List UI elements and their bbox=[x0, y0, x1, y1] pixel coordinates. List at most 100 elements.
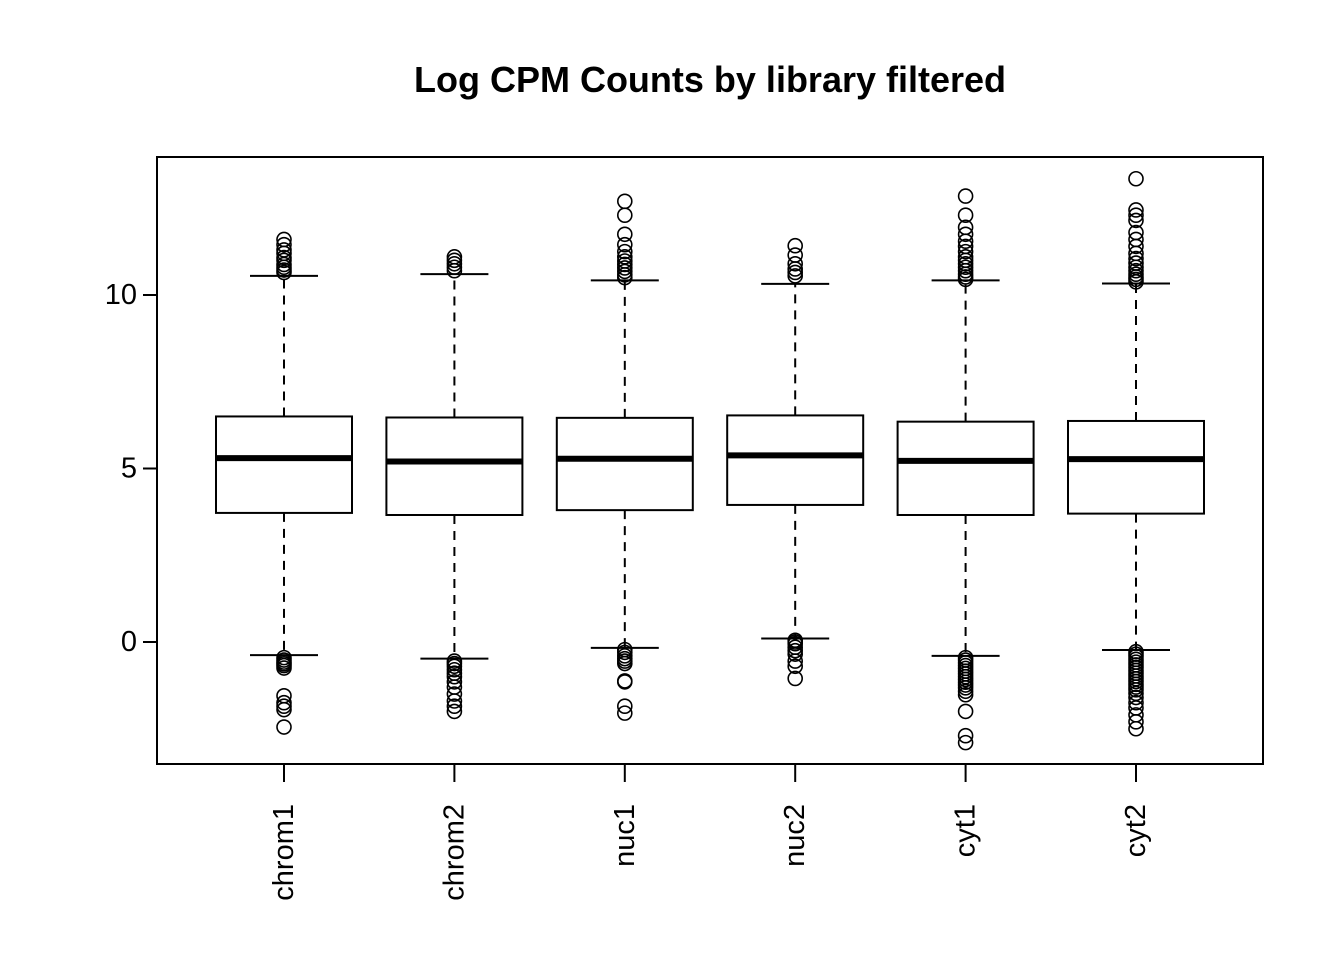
outlier-point bbox=[616, 655, 633, 672]
x-tick-label-nuc1: nuc1 bbox=[609, 804, 641, 867]
outlier-point bbox=[276, 694, 292, 711]
box-chrom2 bbox=[385, 249, 524, 720]
outlier-point bbox=[446, 703, 463, 720]
x-tick-label-cyt2: cyt2 bbox=[1120, 804, 1152, 857]
x-tick-label-chrom2: chrom2 bbox=[438, 804, 470, 901]
outlier-point bbox=[276, 719, 292, 735]
outlier-point bbox=[1128, 212, 1144, 229]
outlier-point bbox=[446, 674, 463, 690]
iqr-box bbox=[896, 420, 1035, 516]
iqr-box bbox=[385, 416, 524, 516]
outlier-point bbox=[957, 219, 974, 236]
outlier-point bbox=[446, 255, 463, 272]
outlier-point bbox=[787, 247, 804, 263]
outlier-point bbox=[276, 701, 292, 718]
outlier-point bbox=[446, 661, 463, 678]
outlier-point bbox=[957, 238, 974, 255]
outlier-point bbox=[787, 646, 804, 662]
outlier-point bbox=[276, 698, 292, 714]
iqr-box bbox=[726, 414, 865, 506]
outlier-point bbox=[1128, 689, 1144, 706]
outlier-point bbox=[276, 236, 292, 253]
chart-title: Log CPM Counts by library filtered bbox=[414, 59, 1006, 100]
outlier-point bbox=[446, 658, 463, 675]
iqr-box bbox=[215, 415, 353, 514]
outlier-point bbox=[446, 249, 463, 265]
outlier-point bbox=[957, 734, 974, 751]
outlier-point bbox=[787, 658, 804, 675]
box-nuc2 bbox=[726, 237, 865, 687]
plot-frame bbox=[156, 156, 1264, 765]
outlier-point bbox=[957, 207, 974, 223]
boxes bbox=[215, 170, 1205, 751]
outlier-point bbox=[616, 674, 633, 690]
outlier-point bbox=[957, 683, 974, 700]
outlier-point bbox=[1128, 250, 1144, 267]
outlier-point bbox=[1128, 694, 1144, 711]
x-tick-label-chrom1: chrom1 bbox=[268, 804, 300, 901]
outlier-point bbox=[1128, 720, 1144, 737]
outlier-point bbox=[446, 686, 463, 702]
outlier-point bbox=[276, 249, 292, 266]
outlier-point bbox=[787, 237, 804, 254]
outlier-point bbox=[1128, 170, 1144, 187]
outlier-point bbox=[446, 252, 463, 269]
x-tick-label-nuc2: nuc2 bbox=[779, 804, 811, 867]
x-tick-label-cyt1: cyt1 bbox=[950, 804, 982, 857]
outlier-point bbox=[787, 653, 804, 669]
box-cyt2 bbox=[1067, 170, 1205, 737]
outlier-point bbox=[446, 668, 463, 685]
outlier-point bbox=[616, 256, 633, 273]
outlier-point bbox=[957, 243, 974, 260]
outlier-point bbox=[616, 243, 633, 260]
outlier-point bbox=[957, 255, 974, 272]
outlier-point bbox=[787, 635, 804, 652]
iqr-box bbox=[555, 416, 694, 512]
outlier-point bbox=[276, 231, 292, 248]
outlier-point bbox=[787, 255, 804, 272]
outlier-point bbox=[1128, 262, 1144, 279]
outlier-point bbox=[616, 193, 633, 210]
outlier-point bbox=[957, 188, 974, 204]
outlier-point bbox=[1128, 266, 1144, 282]
iqr-box bbox=[1067, 419, 1205, 515]
outlier-point bbox=[957, 259, 974, 276]
outlier-point bbox=[276, 242, 292, 258]
outlier-point bbox=[446, 693, 463, 709]
outlier-point bbox=[616, 698, 633, 714]
y-axis: 0 5 10 bbox=[105, 279, 157, 658]
box-chrom1 bbox=[215, 231, 353, 735]
outlier-point bbox=[1128, 714, 1144, 730]
outlier-point bbox=[276, 660, 292, 676]
y-tick-label: 10 bbox=[105, 279, 137, 311]
outlier-point bbox=[446, 259, 463, 276]
outlier-point bbox=[616, 207, 633, 223]
outlier-point bbox=[787, 268, 804, 284]
outlier-point bbox=[787, 642, 804, 659]
outlier-point bbox=[957, 680, 974, 696]
outlier-point bbox=[957, 703, 974, 720]
outlier-point bbox=[1128, 682, 1144, 698]
outlier-point bbox=[616, 253, 633, 269]
outlier-point bbox=[957, 727, 974, 744]
outlier-point bbox=[787, 264, 804, 281]
outlier-point bbox=[616, 236, 633, 253]
outlier-point bbox=[616, 705, 633, 721]
x-axis: chrom1 chrom2 nuc1 nuc2 cyt1 cyt2 bbox=[268, 764, 1152, 901]
outlier-point bbox=[616, 260, 633, 276]
y-tick-label: 5 bbox=[121, 453, 137, 485]
outlier-point bbox=[1128, 202, 1144, 218]
outlier-point bbox=[616, 226, 633, 243]
outlier-point bbox=[616, 644, 633, 661]
outlier-point bbox=[1128, 255, 1144, 271]
outlier-point bbox=[957, 249, 974, 265]
outlier-point bbox=[957, 226, 974, 243]
box-cyt1 bbox=[896, 188, 1035, 751]
outlier-point bbox=[446, 698, 463, 714]
outlier-point bbox=[957, 686, 974, 703]
outlier-point bbox=[1128, 231, 1144, 248]
outlier-point bbox=[1128, 224, 1144, 241]
y-tick-label: 0 bbox=[121, 626, 137, 658]
outlier-point bbox=[1128, 207, 1144, 223]
